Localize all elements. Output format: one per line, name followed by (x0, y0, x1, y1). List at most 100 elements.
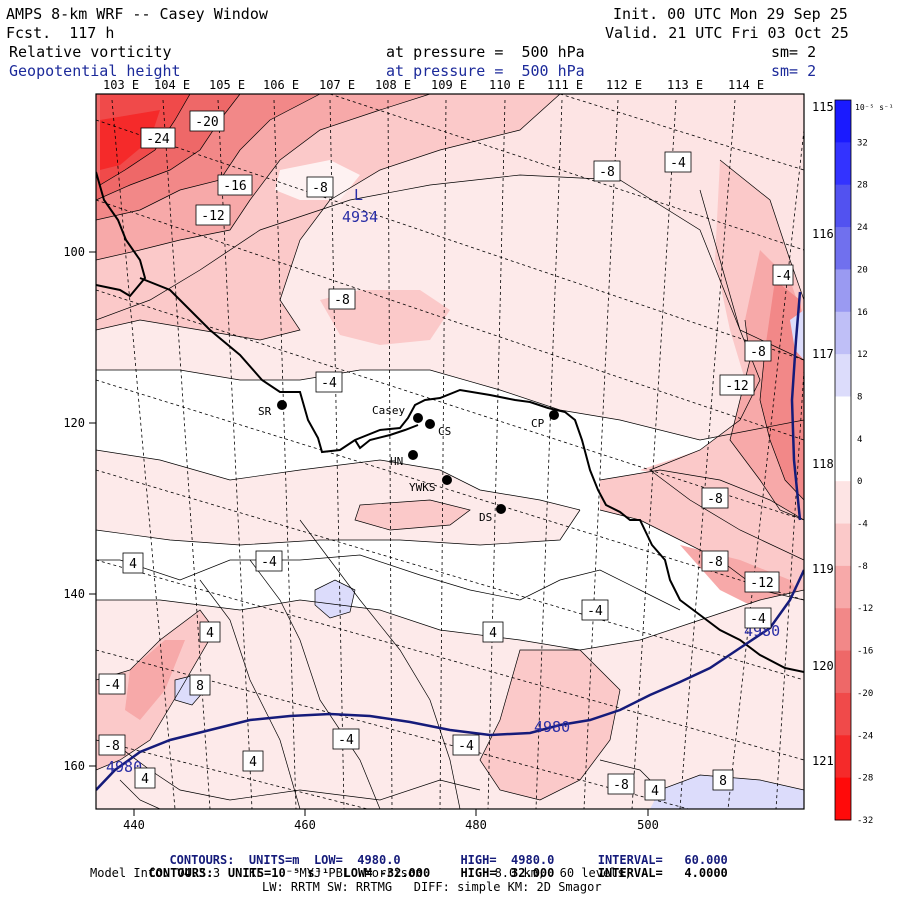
colorbar-swatch (835, 692, 851, 736)
map-frame (95, 93, 805, 810)
contour-label: -4 (750, 612, 766, 627)
colorbar-label: 12 (857, 350, 868, 360)
contour-label: 4 (249, 755, 257, 770)
colorbar-label: 20 (857, 265, 868, 275)
colorbar-label: 16 (857, 308, 868, 318)
station-label: SR (258, 405, 272, 418)
x-tick-label: 460 (294, 818, 316, 832)
contour-label: -8 (599, 165, 615, 180)
contour-label: 4 (489, 626, 497, 641)
y-tick-label: 100 (63, 245, 85, 259)
contour-label: 4 (206, 626, 214, 641)
colorbar-swatch (835, 608, 851, 652)
low-marker: L (354, 186, 363, 204)
colorbar-swatch (835, 184, 851, 228)
contour-label: 8 (719, 774, 727, 789)
model-title: AMPS 8-km WRF -- Casey Window (6, 5, 268, 23)
contour-label: 4 (129, 557, 137, 572)
y-tick-label: 160 (63, 759, 85, 773)
station-dot (408, 450, 418, 460)
lon-label: 104 E (154, 78, 190, 92)
lon-label: 103 E (103, 78, 139, 92)
field1-level: at pressure = 500 hPa (386, 43, 585, 61)
contour-label: -8 (707, 555, 723, 570)
y-tick-labels: 100 120 140 160 (63, 245, 85, 773)
forecast-hour: Fcst. 117 h (6, 24, 115, 42)
colorbar-frame (834, 99, 852, 821)
colorbar-swatch (835, 565, 851, 609)
colorbar-label: -8 (857, 562, 868, 572)
height-contour-info: CONTOURS: UNITS=m LOW= 4980.0 (155, 839, 400, 867)
station-dot (413, 413, 423, 423)
colorbar-swatch (835, 396, 851, 440)
station-label: YWKS (409, 481, 436, 494)
geopotential-height-contour (96, 291, 804, 791)
lon-label: 113 E (667, 78, 703, 92)
height-label: 4934 (342, 208, 378, 226)
colorbar-label: 4 (857, 435, 862, 445)
vorticity-fill (96, 94, 804, 809)
contour-label: -8 (104, 739, 120, 754)
y-tick-label: 140 (63, 587, 85, 601)
contour-label: -8 (707, 492, 723, 507)
vorticity-contour-info-a: CONTOURS: UNITS=10⁻⁵ s⁻¹ LOW= -32.000 (148, 866, 431, 880)
colorbar-swatch (835, 438, 851, 482)
station-label: CP (531, 417, 545, 430)
contour-label: -16 (223, 179, 246, 194)
model-info: Model Info: V4.3.3 KF MYJ PBL Morrison 8… (90, 866, 632, 880)
lon-label: 108 E (375, 78, 411, 92)
contour-label: 8 (196, 679, 204, 694)
field2-level: at pressure = 500 hPa (386, 62, 585, 80)
contour-label: -4 (321, 376, 337, 391)
station-label: DS (479, 511, 492, 524)
station-label: Casey (372, 404, 405, 417)
colorbar-unit: 10⁻⁵ s⁻¹ (855, 103, 894, 112)
colorbar-label: -20 (857, 689, 873, 699)
colorbar-swatch (835, 354, 851, 397)
x-tick-labels: 440 460 480 500 (123, 818, 659, 832)
colorbar-label: -12 (857, 604, 873, 614)
contour-label: -4 (104, 678, 120, 693)
station-dot (549, 410, 559, 420)
vorticity-contour-info-b: HIGH= 32.000 INTERVAL= 4.0000 (460, 866, 728, 880)
vorticity-labels: -24 -20 -16 -12 -8 -8 -8 -4 -8 -4 -12 -8… (98, 110, 794, 801)
station-label: HN (390, 455, 403, 468)
lon-label: 105 E (209, 78, 245, 92)
physics-info: LW: RRTM SW: RRTMG DIFF: simple KM: 2D S… (262, 880, 602, 894)
valid-time: Valid. 21 UTC Fri 03 Oct 25 (605, 24, 849, 42)
contour-label: -12 (725, 379, 748, 394)
lon-label: 112 E (606, 78, 642, 92)
colorbar-label: 24 (857, 223, 868, 233)
axis-ticks (89, 251, 649, 816)
station-dot (277, 400, 287, 410)
contour-label: -20 (195, 115, 218, 130)
init-time: Init. 00 UTC Mon 29 Sep 25 (613, 5, 848, 23)
station-dot (442, 475, 452, 485)
contour-label: -4 (775, 269, 791, 284)
stations: SR Casey CS CP HN YWKS DS (258, 400, 559, 524)
contour-label: -8 (334, 293, 350, 308)
colorbar: 10⁻⁵ s⁻¹ 32 28 24 20 16 12 8 4 0 -4 -8 -12 -16 -20 -24… (834, 99, 894, 826)
contour-label: 4 (141, 772, 149, 787)
station-label: CS (438, 425, 451, 438)
x-tick-label: 440 (123, 818, 145, 832)
contour-label: -12 (750, 576, 773, 591)
colorbar-label: 8 (857, 392, 862, 402)
lon-label: 110 E (489, 78, 525, 92)
lon-label: 111 E (547, 78, 583, 92)
field1-smoothing: sm= 2 (771, 43, 817, 61)
field2-smoothing: sm= 2 (771, 62, 817, 80)
colorbar-swatch (835, 777, 851, 821)
colorbar-label: -16 (857, 647, 873, 657)
lat-lon-grid (96, 94, 804, 809)
height-contour-info-b: HIGH= 4980.0 INTERVAL= 60.000 (460, 853, 728, 867)
station-dot (496, 504, 506, 514)
colorbar-swatch (835, 650, 851, 694)
colorbar-label: -28 (857, 774, 873, 784)
x-tick-label: 480 (465, 818, 487, 832)
colorbar-swatch (835, 142, 851, 186)
contour-label: -8 (613, 778, 629, 793)
coastline (96, 171, 804, 673)
contour-label: -4 (261, 555, 277, 570)
colorbar-swatch (835, 735, 851, 779)
